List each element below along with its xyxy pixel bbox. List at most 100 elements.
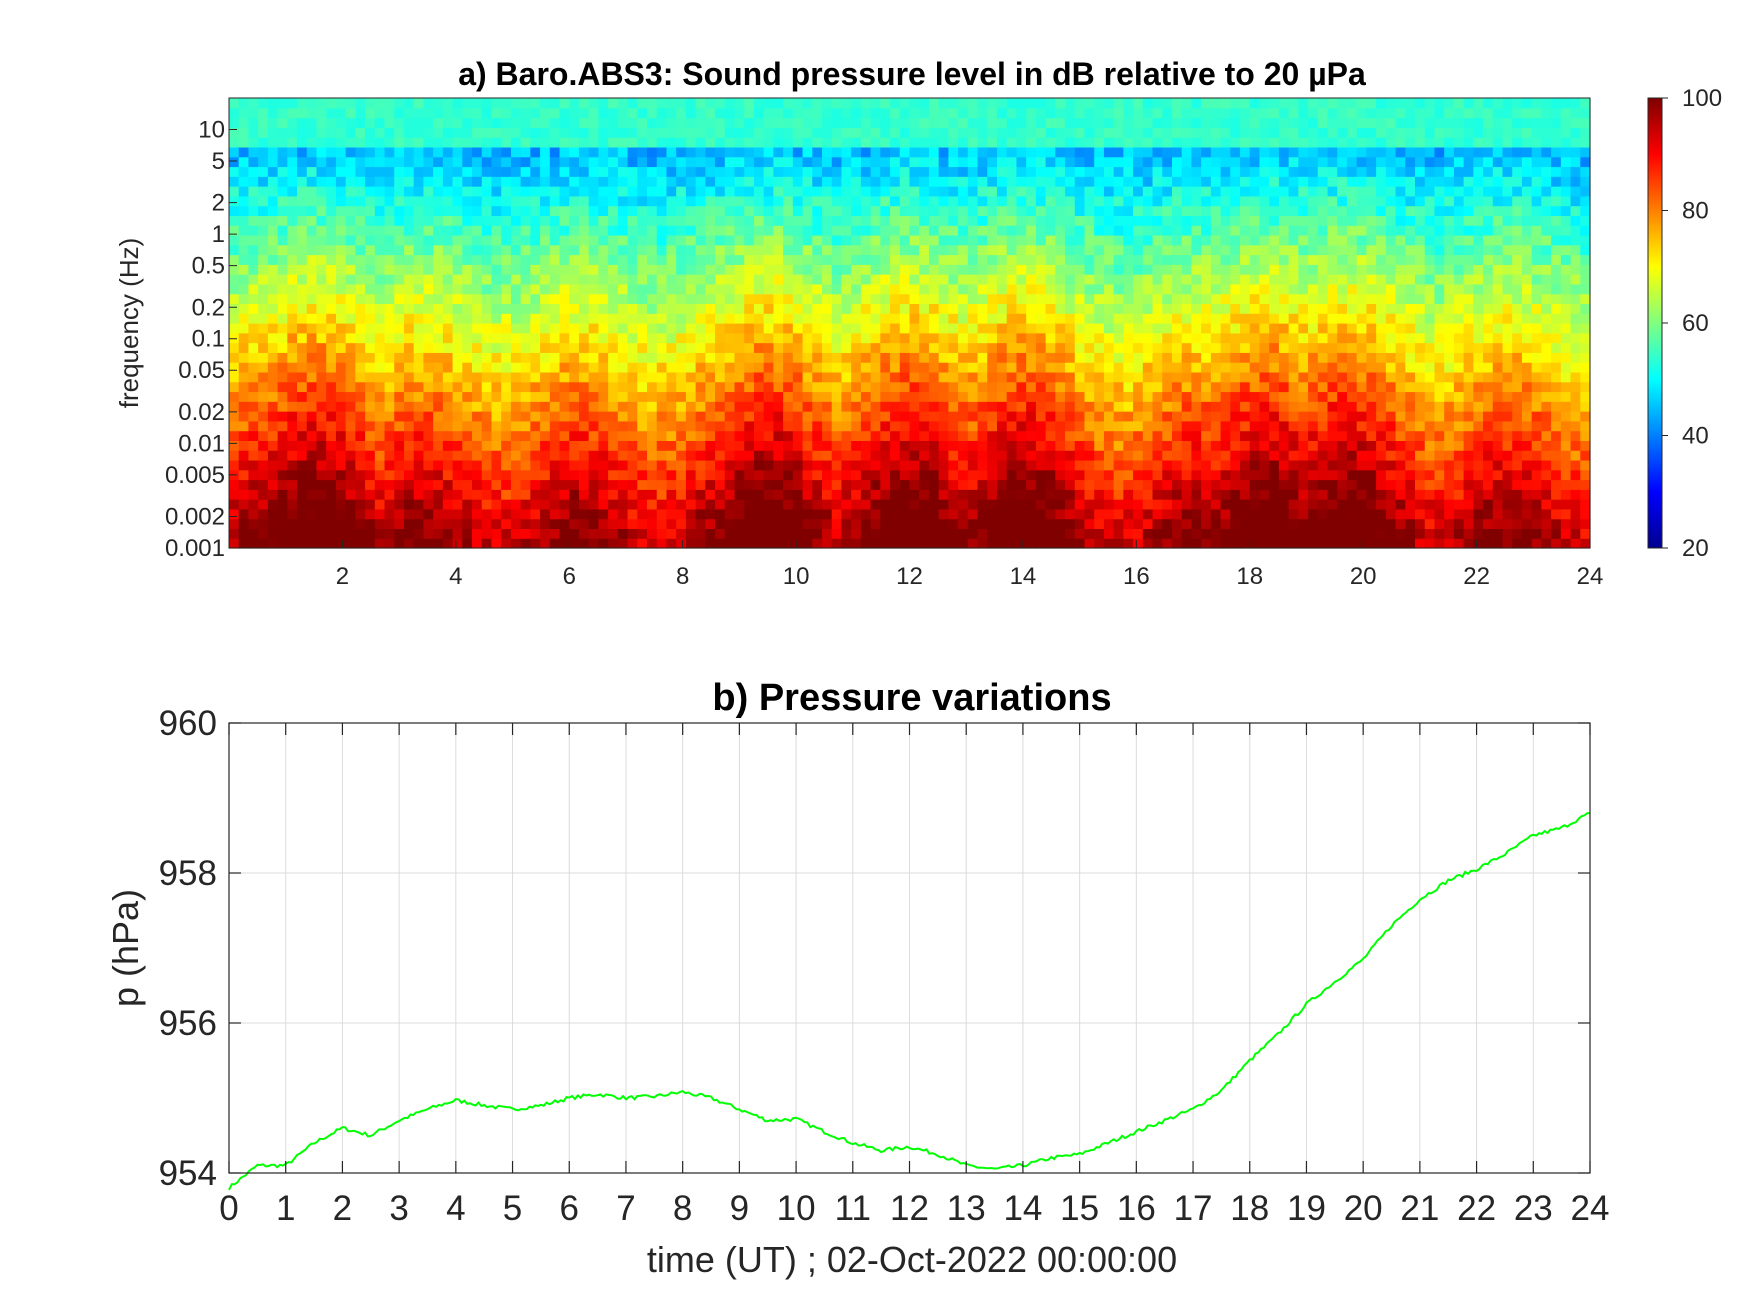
heatmap-cell [1152, 107, 1163, 119]
heatmap-cell [229, 107, 240, 119]
heatmap-cell [1278, 518, 1290, 530]
heatmap-cell [928, 274, 940, 285]
heatmap-cell [1162, 117, 1173, 128]
heatmap-cell [1220, 323, 1231, 334]
heatmap-cell [1152, 166, 1163, 177]
heatmap-cell [608, 362, 619, 373]
heatmap-cell [841, 440, 852, 451]
heatmap-cell [287, 127, 298, 138]
heatmap-cell [802, 420, 813, 432]
heatmap-cell [1269, 528, 1280, 539]
heatmap-cell [909, 146, 920, 158]
heatmap-cell [1181, 391, 1193, 402]
heatmap-cell [666, 469, 677, 481]
heatmap-cell [345, 293, 356, 305]
heatmap-cell [345, 195, 356, 207]
heatmap-cell [1113, 166, 1124, 177]
heatmap-cell [326, 293, 337, 305]
heatmap-cell [753, 391, 765, 402]
heatmap-cell [520, 146, 531, 158]
heatmap-cell [1249, 489, 1261, 500]
heatmap-cell [598, 499, 609, 510]
heatmap-cell [462, 254, 473, 265]
heatmap-cell [510, 342, 522, 353]
heatmap-cell [316, 205, 327, 216]
heatmap-cell [870, 518, 881, 530]
heatmap-cell [598, 459, 609, 471]
heatmap-cell [753, 508, 765, 520]
heatmap-cell [1074, 205, 1086, 216]
heatmap-cell [297, 176, 308, 187]
heatmap-cell [1026, 117, 1037, 128]
heatmap-cell [433, 176, 444, 187]
heatmap-cell [501, 528, 512, 539]
heatmap-cell [1045, 371, 1056, 383]
heatmap-cell [287, 508, 298, 520]
heatmap-cell [948, 274, 959, 285]
heatmap-cell [559, 195, 570, 207]
heatmap-cell [578, 430, 590, 441]
heatmap-cell [1103, 98, 1115, 109]
heatmap-cell [919, 323, 930, 334]
heatmap-cell [1074, 401, 1086, 412]
heatmap-cell [588, 381, 600, 393]
heatmap-cell [306, 538, 318, 549]
heatmap-cell [1026, 381, 1037, 393]
heatmap-cell [792, 313, 804, 324]
heatmap-cell [306, 264, 318, 275]
heatmap-cell [491, 342, 502, 353]
heatmap-cell [297, 528, 308, 539]
heatmap-cell [287, 518, 298, 530]
heatmap-cell [909, 107, 920, 119]
heatmap-cell [899, 283, 911, 295]
heatmap-cell [753, 479, 765, 490]
heatmap-cell [637, 98, 648, 109]
heatmap-cell [617, 411, 629, 422]
heatmap-cell [1181, 371, 1193, 383]
heatmap-cell [831, 293, 843, 305]
heatmap-cell [1074, 127, 1086, 138]
heatmap-cell [812, 234, 823, 246]
heatmap-cell [1074, 420, 1086, 432]
heatmap-cell [831, 528, 843, 539]
heatmap-cell [899, 528, 911, 539]
heatmap-cell [948, 342, 959, 353]
heatmap-cell [355, 430, 366, 441]
heatmap-cell [763, 323, 774, 334]
heatmap-cell [540, 225, 551, 236]
heatmap-cell [306, 137, 318, 148]
heatmap-cell [472, 381, 483, 393]
heatmap-cell [1026, 391, 1037, 402]
heatmap-cell [909, 244, 920, 256]
heatmap-cell [1133, 98, 1144, 109]
heatmap-cell [666, 499, 677, 510]
heatmap-cell [608, 459, 619, 471]
heatmap-cell [958, 362, 969, 373]
heatmap-cell [277, 420, 288, 432]
heatmap-cell [1065, 274, 1076, 285]
heatmap-cell [238, 254, 250, 265]
heatmap-cell [598, 137, 609, 148]
heatmap-cell [559, 420, 570, 432]
heatmap-cell [870, 479, 881, 490]
heatmap-cell [841, 244, 852, 256]
heatmap-cell [1142, 362, 1154, 373]
heatmap-cell [287, 117, 298, 128]
heatmap-cell [919, 538, 930, 549]
heatmap-cell [1191, 107, 1202, 119]
heatmap-cell [588, 186, 600, 197]
heatmap-cell [792, 401, 804, 412]
heatmap-cell [510, 489, 522, 500]
heatmap-cell [919, 264, 930, 275]
heatmap-cell [958, 528, 969, 539]
heatmap-cell [491, 381, 502, 393]
heatmap-cell [423, 430, 434, 441]
heatmap-cell [608, 518, 619, 530]
heatmap-cell [812, 264, 823, 275]
heatmap-cell [472, 127, 483, 138]
heatmap-cell [1162, 225, 1173, 236]
heatmap-cell [880, 518, 891, 530]
heatmap-cell [326, 420, 337, 432]
heatmap-cell [822, 146, 833, 158]
heatmap-cell [578, 508, 590, 520]
